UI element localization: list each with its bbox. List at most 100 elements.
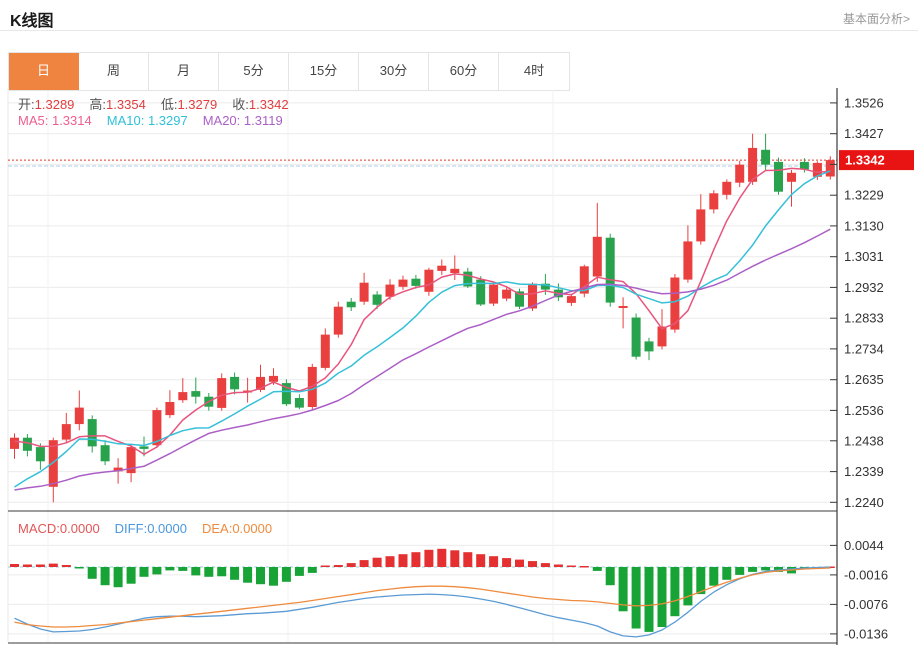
current-price-tag: 1.3342 [839, 150, 914, 171]
candle-body [631, 317, 641, 357]
candle-body [178, 392, 188, 401]
macd-bar [152, 567, 162, 575]
macd-bar [515, 559, 524, 567]
axis-tick-label: 1.2240 [844, 495, 884, 510]
macd-bar [372, 557, 382, 567]
macd-bar [385, 556, 395, 567]
candles-layer [10, 133, 835, 503]
tab-60分[interactable]: 60分 [429, 53, 499, 90]
macd-bar [256, 567, 265, 585]
axis-tick-label: -0.0136 [844, 626, 888, 641]
candle-body [722, 181, 732, 195]
current-price-tag-value: 1.3342 [845, 153, 885, 168]
macd-bar [294, 567, 304, 576]
macd-bar [696, 567, 706, 595]
macd-bar [217, 567, 227, 577]
axis-tick-label: 1.2734 [844, 341, 884, 356]
candle-body [10, 437, 19, 449]
candle-body [61, 424, 71, 440]
candle-body [256, 376, 265, 390]
macd-bar [48, 563, 58, 567]
candle-body [191, 391, 201, 397]
gridlines [7, 89, 837, 642]
candle-body [787, 172, 796, 182]
macd-bar [230, 567, 240, 580]
macd-bar [74, 567, 84, 569]
candle-body [294, 398, 304, 408]
kline-chart[interactable]: 1.35261.34271.33281.32291.31301.30311.29… [0, 88, 918, 645]
tab-4时[interactable]: 4时 [499, 53, 569, 90]
candle-body [825, 160, 835, 177]
macd-bar [631, 567, 641, 629]
candle-body [605, 237, 615, 303]
candle-body [566, 296, 576, 303]
macd-bar [709, 567, 719, 586]
candle-body [463, 271, 473, 287]
candle-body [333, 306, 343, 335]
macd-bar [243, 567, 253, 583]
macd-bar [126, 567, 136, 584]
y-axis: 1.35261.34271.33281.32291.31301.30311.29… [8, 88, 888, 645]
tab-月[interactable]: 月 [149, 53, 219, 90]
macd-bar [359, 560, 369, 567]
candle-body [126, 447, 136, 474]
candle-body [657, 326, 667, 347]
candle-body [437, 265, 447, 271]
macd-bar [450, 550, 460, 567]
macd-bar [605, 567, 615, 586]
period-tabs: 日周月 5分 15分 30分 60分 4时 [8, 52, 570, 91]
tab-15分[interactable]: 15分 [289, 53, 359, 90]
kline-svg[interactable]: 1.35261.34271.33281.32291.31301.30311.29… [0, 88, 918, 645]
page-title: K线图 [10, 13, 54, 30]
macd-bar [437, 548, 447, 567]
candle-body [670, 277, 680, 330]
macd-bar [307, 567, 317, 573]
macd-bar [735, 567, 745, 575]
candle-body [683, 241, 693, 280]
candle-body [812, 162, 822, 177]
macd-bar [566, 565, 576, 567]
axis-tick-label: 1.3130 [844, 218, 884, 233]
candle-body [165, 402, 175, 416]
macd-bar [139, 567, 149, 577]
candle-body [230, 376, 240, 390]
macd-bar [528, 561, 537, 567]
macd-bar [489, 556, 499, 567]
candle-body [385, 284, 395, 297]
axis-tick-label: 1.2536 [844, 403, 884, 418]
candle-body [139, 446, 149, 449]
tab-5分[interactable]: 5分 [219, 53, 289, 90]
axis-tick-label: 1.3526 [844, 95, 884, 110]
candle-body [217, 378, 227, 408]
axis-tick-label: 0.0044 [844, 538, 884, 553]
candle-body [346, 301, 356, 308]
axis-tick-label: 1.3229 [844, 188, 884, 203]
macd-bar [113, 567, 123, 588]
macd-bar [540, 563, 550, 567]
macd-bar [191, 567, 201, 576]
candle-body [424, 269, 434, 292]
macd-bar [320, 565, 330, 567]
axis-tick-label: 1.3031 [844, 249, 884, 264]
axis-tick-label: 1.2339 [844, 464, 884, 479]
macd-bar [476, 554, 486, 567]
candle-body [87, 419, 97, 447]
macd-histogram [10, 548, 835, 632]
tab-日[interactable]: 日 [9, 53, 79, 90]
macd-bar [411, 552, 421, 567]
candle-body [618, 306, 628, 308]
candle-body [372, 294, 382, 305]
tab-周[interactable]: 周 [79, 53, 149, 90]
candle-body [540, 283, 550, 290]
candle-body [515, 291, 524, 307]
macd-bar [683, 567, 693, 606]
candle-body [799, 161, 809, 170]
candle-body [709, 193, 719, 210]
candle-body [489, 284, 499, 304]
tab-30分[interactable]: 30分 [359, 53, 429, 90]
macd-bar [644, 567, 654, 632]
macd-bar [463, 552, 473, 567]
fundamental-analysis-link[interactable]: 基本面分析> [842, 12, 910, 26]
macd-bar [178, 567, 188, 571]
macd-bar [618, 567, 628, 612]
